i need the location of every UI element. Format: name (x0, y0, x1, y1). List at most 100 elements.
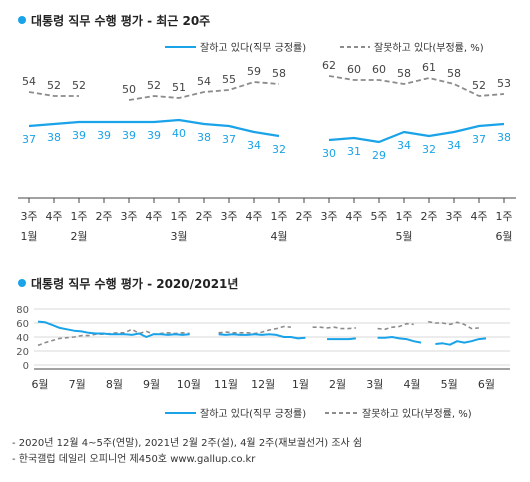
chart1-positive-label-18: 37 (472, 133, 486, 146)
chart1-negative-label-4: 50 (122, 83, 136, 96)
chart1-positive-label-13: 31 (347, 145, 361, 158)
chart1-x-label-10: 1주 (270, 210, 287, 223)
notes: - 2020년 12월 4~5주(연말), 2021년 2월 2주(설), 4월… (12, 436, 362, 468)
chart1-x-label-13: 4주 (345, 210, 362, 223)
note-1: - 2020년 12월 4~5주(연말), 2021년 2월 2주(설), 4월… (12, 438, 363, 449)
chart2-month-label-5: 11월 (214, 378, 238, 391)
chart1-x-label-5: 4주 (145, 210, 162, 223)
chart2-positive-line-0 (37, 320, 190, 338)
chart1-x-label-17: 3주 (445, 210, 462, 223)
chart1-negative-label-0: 54 (22, 75, 36, 88)
chart1-negative-label-12: 62 (322, 59, 336, 72)
legend2-negative-label: 잘못하고 있다(부정률, %) (362, 407, 472, 420)
chart1-positive-line-1 (328, 122, 505, 144)
chart2-month-label-0: 6월 (31, 378, 48, 391)
chart1-x-label-11: 2주 (295, 210, 312, 223)
chart1-positive-label-4: 39 (122, 129, 136, 142)
chart2-negative-line-2 (312, 326, 356, 330)
chart1-month-label-1: 2월 (70, 230, 87, 243)
chart2-title: 대통령 직무 수행 평가 - 2020/2021년 (31, 276, 238, 291)
title-bullet-1 (18, 16, 26, 24)
chart2-negative-line-0 (37, 328, 190, 347)
chart2-month-label-6: 12월 (251, 378, 275, 391)
chart2-y-label-0: 0 (23, 361, 29, 372)
chart1-negative-label-10: 58 (272, 67, 286, 80)
chart1-negative-label-17: 58 (447, 67, 461, 80)
chart1-month-label-4: 5월 (395, 230, 412, 243)
chart2-y-label-2: 40 (16, 333, 29, 344)
chart1-x-label-18: 4주 (470, 210, 487, 223)
chart1-negative-label-6: 51 (172, 81, 186, 94)
chart1-positive-label-14: 29 (372, 149, 386, 162)
chart1-negative-label-15: 58 (397, 67, 411, 80)
legend2-positive-label: 잘하고 있다(직무 긍정률) (200, 407, 306, 420)
chart1-x-label-7: 2주 (195, 210, 212, 223)
legend1-negative-label: 잘못하고 있다(부정률, %) (374, 41, 484, 54)
chart2-month-label-8: 2월 (329, 378, 346, 391)
chart1-negative-label-18: 52 (472, 79, 486, 92)
note-2: - 한국갤럽 데일리 오피니언 제450호 www.gallup.co.kr (12, 454, 256, 465)
chart2-month-label-10: 4월 (403, 378, 420, 391)
chart1-negative-label-8: 55 (222, 73, 236, 86)
chart1-positive-label-2: 39 (72, 129, 86, 142)
chart2-negative-line-1 (218, 325, 291, 335)
chart2-negative-line-4 (428, 320, 479, 330)
chart1-x-label-16: 2주 (420, 210, 437, 223)
chart1-negative-label-19: 53 (497, 77, 511, 90)
chart2-y-label-1: 20 (16, 347, 29, 358)
chart1-month-label-0: 1월 (20, 230, 37, 243)
chart1-positive-label-8: 37 (222, 133, 236, 146)
chart1-x-label-2: 1주 (70, 210, 87, 223)
chart1-positive-label-5: 39 (147, 129, 161, 142)
chart2-positive-line-3 (377, 336, 422, 344)
chart1-positive-label-15: 34 (397, 139, 411, 152)
chart2-positive-line-4 (435, 337, 487, 346)
chart2-month-label-7: 1월 (292, 378, 309, 391)
chart1-positive-label-12: 30 (322, 147, 336, 160)
chart1-negative-label-9: 59 (247, 65, 261, 78)
chart1-x-label-14: 5주 (370, 210, 387, 223)
chart2-negative-line-3 (377, 322, 414, 331)
chart2-y-label-3: 60 (16, 319, 29, 330)
chart1-negative-line-0 (28, 91, 79, 97)
chart2-month-label-4: 10월 (177, 378, 201, 391)
chart2-month-label-12: 6월 (478, 378, 495, 391)
chart1-x-label-3: 2주 (95, 210, 112, 223)
chart1-negative-label-13: 60 (347, 63, 361, 76)
chart1-positive-label-19: 38 (497, 131, 511, 144)
chart1-negative-label-16: 61 (422, 61, 436, 74)
chart2-month-label-3: 9월 (143, 378, 160, 391)
chart1-positive-label-7: 38 (197, 131, 211, 144)
chart1-x-label-12: 3주 (320, 210, 337, 223)
chart1-positive-label-16: 32 (422, 143, 436, 156)
chart1-month-label-5: 6월 (495, 230, 512, 243)
chart1-positive-label-10: 32 (272, 143, 286, 156)
chart1-month-label-3: 4월 (270, 230, 287, 243)
chart2-month-label-1: 7월 (69, 378, 86, 391)
chart1-negative-label-2: 52 (72, 79, 86, 92)
chart1-x-label-15: 1주 (395, 210, 412, 223)
chart2-y-label-4: 80 (16, 305, 29, 316)
chart2-positive-line-2 (327, 337, 356, 341)
chart1-negative-line-1 (128, 81, 280, 101)
chart1-x-label-1: 4주 (45, 210, 62, 223)
chart1-x-label-8: 3주 (220, 210, 237, 223)
chart1-title: 대통령 직무 수행 평가 - 최근 20주 (31, 13, 210, 28)
legend1-positive-label: 잘하고 있다(직무 긍정률) (200, 41, 306, 54)
chart1-positive-label-17: 34 (447, 139, 461, 152)
chart1-positive-label-6: 40 (172, 127, 186, 140)
chart1-x-label-0: 3주 (20, 210, 37, 223)
chart1-negative-label-5: 52 (147, 79, 161, 92)
chart1-negative-line-2 (328, 75, 505, 97)
chart1-positive-label-1: 38 (47, 131, 61, 144)
chart1-month-label-2: 3월 (170, 230, 187, 243)
chart1-x-label-19: 1주 (495, 210, 512, 223)
chart1-positive-label-0: 37 (22, 133, 36, 146)
chart1-negative-label-14: 60 (372, 63, 386, 76)
chart2-month-label-2: 8월 (106, 378, 123, 391)
chart1-positive-line-0 (28, 118, 280, 138)
chart1-negative-label-7: 54 (197, 75, 211, 88)
chart1-x-label-6: 1주 (170, 210, 187, 223)
